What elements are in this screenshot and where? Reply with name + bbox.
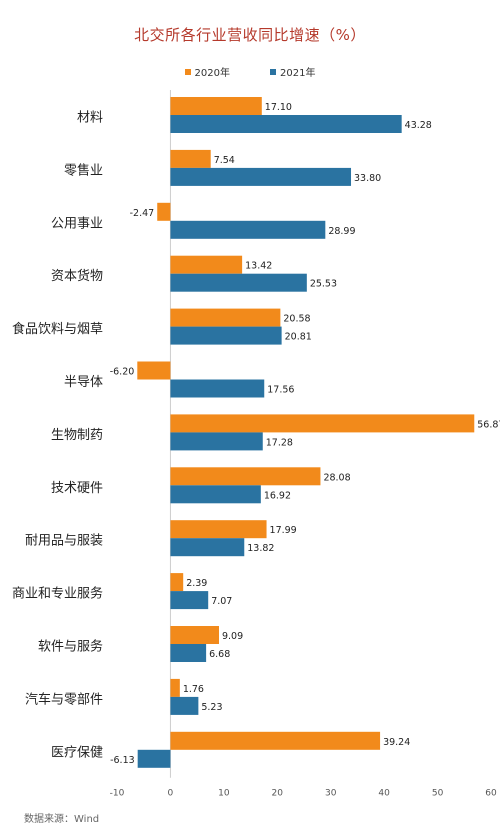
bar-2021 [170, 220, 326, 239]
bar-2021 [170, 485, 261, 504]
bar-2020 [170, 308, 281, 327]
data-label: 39.24 [383, 737, 410, 748]
data-label: 16.92 [264, 490, 291, 501]
x-tick-label: 20 [272, 789, 284, 799]
data-label: 13.82 [247, 543, 274, 554]
data-label: 43.28 [405, 120, 432, 131]
x-tick-label: 60 [485, 789, 497, 799]
bar-2020 [170, 149, 211, 168]
data-label: 9.09 [222, 631, 243, 642]
data-label: 56.87 [477, 419, 500, 430]
bar-2020 [170, 414, 475, 433]
x-tick-label: -10 [110, 789, 125, 799]
data-label: 33.80 [354, 173, 381, 184]
x-tick-label: 30 [325, 789, 337, 799]
data-label: 17.99 [270, 525, 297, 536]
bar-2020 [170, 255, 243, 274]
bar-2021 [170, 696, 199, 715]
data-label: 17.56 [267, 385, 294, 396]
bar-2021 [137, 749, 171, 768]
bar-2020 [157, 202, 171, 221]
category-label: 生物制药 [51, 428, 103, 443]
category-label: 技术硬件 [51, 481, 103, 496]
data-label: 5.23 [201, 702, 222, 713]
category-label: 医疗保健 [51, 745, 103, 760]
bar-2021 [170, 273, 307, 292]
bar-2020 [170, 520, 267, 539]
bar-2020 [170, 731, 381, 750]
data-label: -2.47 [130, 208, 155, 219]
category-label: 商业和专业服务 [12, 586, 103, 602]
data-label: -6.13 [110, 755, 135, 766]
data-label: 13.42 [245, 261, 272, 272]
legend-label-2020: 2020年 [194, 68, 230, 79]
data-label: 25.53 [310, 279, 337, 290]
category-label: 食品饮料与烟草 [12, 321, 103, 337]
chart-title: 北交所各行业营收同比增速（%） [134, 26, 366, 44]
x-tick-label: 10 [218, 789, 230, 799]
data-label: 20.58 [283, 314, 310, 325]
data-label: 7.54 [214, 155, 235, 166]
category-label: 汽车与零部件 [25, 691, 103, 707]
data-label: 28.08 [323, 472, 350, 483]
legend-swatch-2021 [270, 68, 276, 75]
data-label: -6.20 [110, 367, 135, 378]
category-label: 软件与服务 [38, 638, 103, 654]
data-label: 7.07 [211, 596, 232, 607]
bar-2021 [170, 644, 207, 662]
bar-2021 [170, 115, 402, 133]
x-tick-label: 0 [168, 789, 174, 799]
data-label: 20.81 [285, 332, 312, 343]
data-label: 28.99 [328, 226, 355, 237]
data-label: 17.28 [266, 437, 293, 448]
category-label: 半导体 [64, 375, 103, 390]
bar-2021 [170, 326, 282, 345]
bar-2021 [170, 538, 245, 557]
bar-2020 [170, 467, 321, 486]
bar-2020 [170, 626, 219, 644]
bar-2020 [170, 678, 180, 697]
bar-2021 [170, 379, 265, 398]
bar-2021 [170, 432, 263, 451]
legend-item-2020: 2020年 [184, 64, 230, 79]
x-tick-label: 50 [432, 789, 444, 799]
legend: 2020年 2021年 [0, 64, 500, 79]
category-label: 耐用品与服装 [25, 534, 103, 549]
legend-swatch-2020 [184, 68, 191, 75]
legend-item-2021: 2021年 [270, 64, 315, 79]
data-source: 数据来源：Wind [24, 814, 100, 825]
category-label: 材料 [77, 110, 103, 125]
category-label: 公用事业 [51, 216, 103, 231]
bar-2021 [170, 167, 352, 186]
data-label: 1.76 [183, 684, 204, 695]
bar-2020 [137, 361, 171, 380]
data-label: 6.68 [209, 649, 230, 660]
x-tick-label: 40 [378, 789, 390, 799]
bar-2021 [170, 591, 209, 610]
bar-2020 [170, 97, 262, 115]
category-label: 零售业 [64, 162, 103, 178]
bar-2020 [170, 573, 184, 592]
data-label: 2.39 [186, 578, 207, 589]
category-label: 资本货物 [51, 268, 103, 284]
data-label: 17.10 [265, 102, 292, 113]
legend-label-2021: 2021年 [280, 68, 316, 79]
